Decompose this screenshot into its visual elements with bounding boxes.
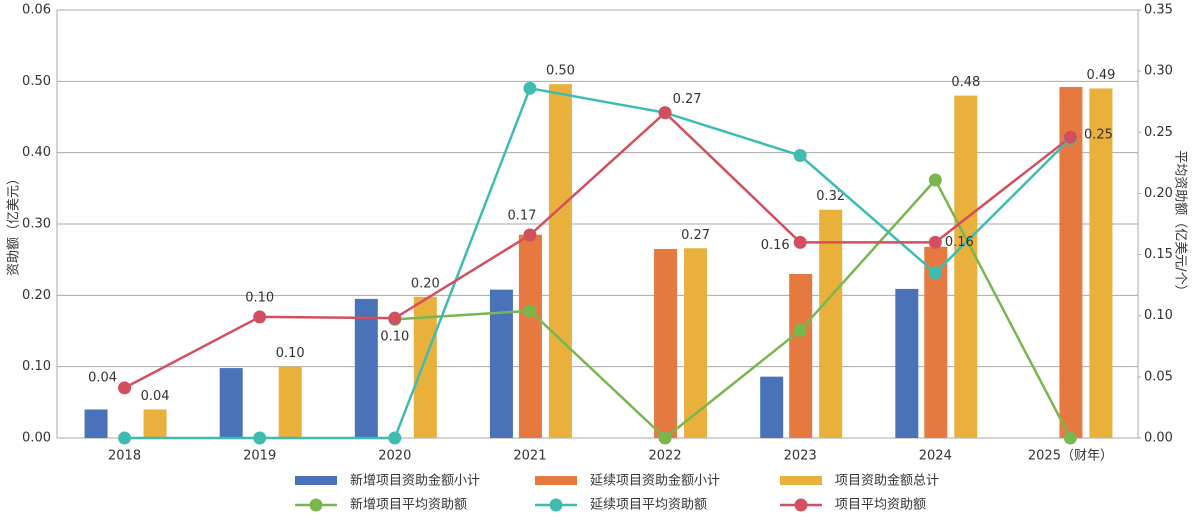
legend-swatch [535,476,577,485]
bar-value-label: 0.50 [546,64,575,79]
bar-value-label: 0.20 [411,276,440,291]
y2-tick-label: 0.00 [1144,431,1173,446]
bar [219,368,243,438]
line-marker [658,431,672,445]
bar [84,409,108,438]
x-tick-label: 2018 [108,449,141,464]
bar [954,95,978,438]
line-value-label: 0.27 [673,92,702,107]
bar-value-label: 0.10 [276,346,305,361]
line-value-label: 0.16 [945,235,974,250]
line [124,86,1072,440]
line [123,111,1072,389]
bar [819,209,843,438]
bar [548,84,572,438]
y-tick-label: 0.06 [22,3,51,18]
legend-label: 延续项目平均资助额 [590,498,707,513]
line-marker [523,228,537,242]
x-tick-label: 2022 [649,449,682,464]
x-tick-label: 2020 [378,449,411,464]
bar [789,273,813,438]
legend-label: 项目资助金额总计 [835,473,939,489]
line-marker [793,149,807,163]
bar [489,289,513,438]
line-marker [928,173,942,187]
line-marker [523,304,537,318]
line-marker [1063,130,1077,144]
bar [354,298,378,438]
y-tick-label: 0.20 [22,288,51,303]
x-tick-label: 2019 [243,449,276,464]
line-value-label: 0.17 [507,209,536,224]
legend-marker [549,498,563,512]
bar [654,248,678,438]
y-tick-label: 0.10 [22,359,51,374]
line-marker [928,266,942,280]
bar [413,296,437,438]
bar [895,288,919,438]
bar [924,246,948,438]
line-marker [388,431,402,445]
bar [143,409,167,438]
y-tick-label: 0.30 [22,217,51,232]
y2-tick-label: 0.20 [1144,186,1173,201]
legend-marker [794,498,808,512]
y2-tick-label: 0.15 [1144,247,1173,262]
legend-label: 新增项目资助金额小计 [350,473,480,489]
legend-label: 延续项目资助金额小计 [590,473,720,489]
x-tick-label: 2023 [784,449,817,464]
y2-tick-label: 0.25 [1144,125,1173,140]
bar-value-label: 0.48 [951,75,980,90]
line-marker [523,81,537,95]
line-value-label: 0.16 [761,238,790,253]
bar-value-label: 0.49 [1086,68,1115,83]
line-marker [928,235,942,249]
line-marker [1063,431,1077,445]
bar [518,234,542,438]
y2-tick-label: 0.30 [1144,64,1173,79]
line-marker [793,235,807,249]
line-marker [253,310,267,324]
bar-value-label: 0.32 [816,189,845,204]
line-value-label: 0.04 [88,370,117,385]
y2-axis-label: 平均资助额（亿美元/个） [1173,150,1188,297]
line-value-label: 0.10 [245,290,274,305]
x-tick-label: 2024 [919,449,952,464]
legend-swatch [780,476,822,485]
y-axis-label: 资助额（亿美元） [7,172,22,276]
line-marker [253,431,267,445]
x-tick-label: 2025（财年） [1028,449,1113,464]
legend-label: 新增项目平均资助额 [350,497,467,513]
y-tick-label: 0.40 [22,145,51,160]
y-tick-label: 0.00 [22,431,51,446]
line-value-label: 0.25 [1084,128,1113,143]
bar [1059,87,1083,438]
y2-tick-label: 0.10 [1144,308,1173,323]
line-marker [118,381,132,395]
legend-swatch [295,476,337,485]
line [394,177,1072,440]
bar [684,248,708,438]
line-marker [658,106,672,120]
line-marker [793,323,807,337]
y2-tick-label: 0.35 [1144,3,1173,18]
bar-value-label: 0.27 [681,228,710,243]
line-marker [118,431,132,445]
bar-value-label: 0.04 [141,389,170,404]
bar [760,376,784,438]
y-tick-label: 0.50 [22,74,51,89]
x-tick-label: 2021 [513,449,546,464]
y2-tick-label: 0.05 [1144,369,1173,384]
bar [278,366,302,438]
line-value-label: 0.10 [380,330,409,345]
legend-marker [309,498,323,512]
bar [1089,88,1113,438]
line-marker [388,311,402,325]
legend-label: 项目平均资助额 [835,498,926,513]
